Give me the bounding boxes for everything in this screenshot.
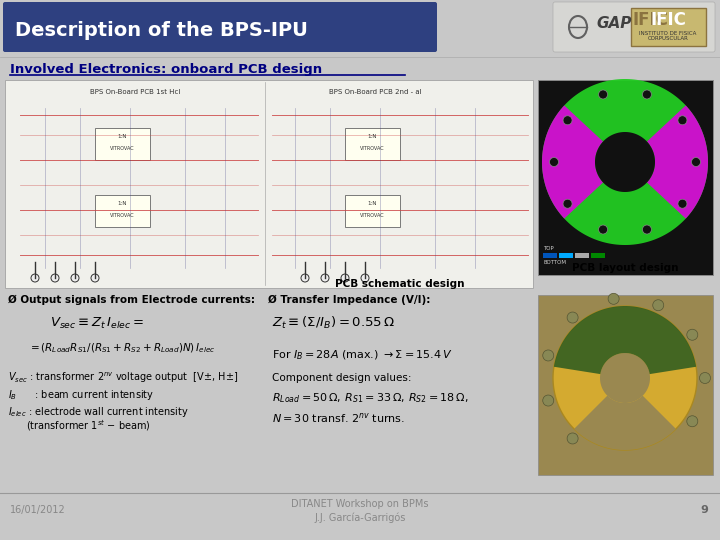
Text: 1:N: 1:N — [367, 134, 377, 139]
Circle shape — [598, 90, 608, 99]
Text: Ø Transfer Impedance (V/I):: Ø Transfer Impedance (V/I): — [268, 295, 431, 305]
FancyBboxPatch shape — [575, 253, 589, 258]
Circle shape — [341, 274, 349, 282]
FancyBboxPatch shape — [538, 295, 713, 475]
Text: (transformer 1$^{st}$ $-$ beam): (transformer 1$^{st}$ $-$ beam) — [26, 418, 150, 434]
Circle shape — [678, 116, 687, 125]
Text: $V_{sec} \equiv Z_t\, I_{elec} =$: $V_{sec} \equiv Z_t\, I_{elec} =$ — [50, 315, 144, 330]
FancyBboxPatch shape — [95, 195, 150, 227]
Polygon shape — [574, 396, 676, 450]
Text: 1:N: 1:N — [117, 134, 127, 139]
FancyBboxPatch shape — [3, 2, 437, 52]
Text: BPS On-Board PCB 2nd - al: BPS On-Board PCB 2nd - al — [329, 89, 421, 95]
Circle shape — [563, 116, 572, 125]
Text: DITANET Workshop on BPMs: DITANET Workshop on BPMs — [292, 499, 428, 509]
Text: VITROVAC: VITROVAC — [360, 146, 384, 151]
Circle shape — [687, 329, 698, 340]
Circle shape — [567, 433, 578, 444]
Circle shape — [691, 158, 701, 166]
Text: PCB schematic design: PCB schematic design — [336, 279, 464, 289]
Circle shape — [361, 274, 369, 282]
Polygon shape — [542, 105, 603, 219]
Text: VITROVAC: VITROVAC — [109, 146, 135, 151]
Text: 1:N: 1:N — [117, 201, 127, 206]
Text: $R_{Load} = 50\,\Omega,\, R_{S1} = 33\,\Omega,\, R_{S2} = 18\,\Omega,$: $R_{Load} = 50\,\Omega,\, R_{S1} = 33\,\… — [272, 391, 469, 405]
Polygon shape — [542, 79, 708, 245]
Text: $Z_t \equiv (\Sigma/I_B) = 0.55\,\Omega$: $Z_t \equiv (\Sigma/I_B) = 0.55\,\Omega$ — [272, 315, 395, 331]
Text: 16/01/2012: 16/01/2012 — [10, 505, 66, 515]
Text: For $I_B = 28A$ (max.) $\rightarrow \Sigma = 15.4\,V$: For $I_B = 28A$ (max.) $\rightarrow \Sig… — [272, 348, 452, 362]
Circle shape — [563, 199, 572, 208]
Text: GAP: GAP — [596, 17, 631, 31]
Polygon shape — [595, 132, 655, 192]
FancyBboxPatch shape — [543, 253, 557, 258]
Polygon shape — [600, 353, 650, 403]
FancyBboxPatch shape — [95, 128, 150, 160]
Text: $I_B$      : beam current intensity: $I_B$ : beam current intensity — [8, 388, 154, 402]
FancyBboxPatch shape — [553, 2, 715, 52]
FancyBboxPatch shape — [559, 253, 573, 258]
Text: Ø Output signals from Electrode currents:: Ø Output signals from Electrode currents… — [8, 295, 255, 305]
FancyBboxPatch shape — [631, 8, 706, 46]
Text: PCB layout design: PCB layout design — [572, 263, 678, 273]
Text: IFIC: IFIC — [633, 11, 669, 29]
Text: Component design values:: Component design values: — [272, 373, 412, 383]
Text: INSTITUTO DE FISICA
CORPUSCULAR: INSTITUTO DE FISICA CORPUSCULAR — [639, 31, 697, 42]
Polygon shape — [554, 306, 696, 374]
Circle shape — [301, 274, 309, 282]
Text: Involved Electronics: onboard PCB design: Involved Electronics: onboard PCB design — [10, 64, 322, 77]
FancyBboxPatch shape — [345, 128, 400, 160]
FancyBboxPatch shape — [5, 80, 533, 288]
Text: $V_{sec}$ : transformer 2$^{nv}$ voltage output  [V$\pm$, H$\pm$]: $V_{sec}$ : transformer 2$^{nv}$ voltage… — [8, 371, 238, 385]
Polygon shape — [647, 105, 708, 219]
Text: BPS On-Board PCB 1st HcI: BPS On-Board PCB 1st HcI — [90, 89, 180, 95]
Circle shape — [642, 225, 652, 234]
Text: BOTTOM: BOTTOM — [543, 260, 566, 266]
Circle shape — [653, 300, 664, 310]
Circle shape — [543, 395, 554, 406]
Text: VITROVAC: VITROVAC — [360, 213, 384, 218]
Circle shape — [91, 274, 99, 282]
Circle shape — [687, 416, 698, 427]
Circle shape — [642, 90, 652, 99]
Circle shape — [678, 199, 687, 208]
Text: $N = 30$ transf. $2^{nv}$ turns.: $N = 30$ transf. $2^{nv}$ turns. — [272, 411, 405, 425]
Circle shape — [51, 274, 59, 282]
Circle shape — [543, 350, 554, 361]
Circle shape — [598, 225, 608, 234]
Text: $= (R_{Load}R_{S1}/(R_{S1}+R_{S2}+R_{Load})N)\, I_{elec}$: $= (R_{Load}R_{S1}/(R_{S1}+R_{S2}+R_{Loa… — [28, 341, 215, 355]
Circle shape — [31, 274, 39, 282]
Text: J.J. García-Garrigós: J.J. García-Garrigós — [315, 513, 405, 523]
Circle shape — [321, 274, 329, 282]
FancyBboxPatch shape — [345, 195, 400, 227]
Circle shape — [567, 312, 578, 323]
FancyBboxPatch shape — [538, 80, 713, 275]
Text: $I_{elec}$ : electrode wall current intensity: $I_{elec}$ : electrode wall current inte… — [8, 405, 189, 419]
Text: 9: 9 — [700, 505, 708, 515]
Text: VITROVAC: VITROVAC — [109, 213, 135, 218]
Text: 1:N: 1:N — [367, 201, 377, 206]
Text: IFIC: IFIC — [650, 11, 686, 29]
FancyBboxPatch shape — [591, 253, 605, 258]
Polygon shape — [553, 306, 697, 450]
Circle shape — [700, 373, 711, 383]
Text: TOP: TOP — [543, 246, 554, 251]
Circle shape — [608, 293, 619, 305]
Text: Description of the BPS-IPU: Description of the BPS-IPU — [15, 21, 308, 39]
Circle shape — [549, 158, 559, 166]
Circle shape — [71, 274, 79, 282]
